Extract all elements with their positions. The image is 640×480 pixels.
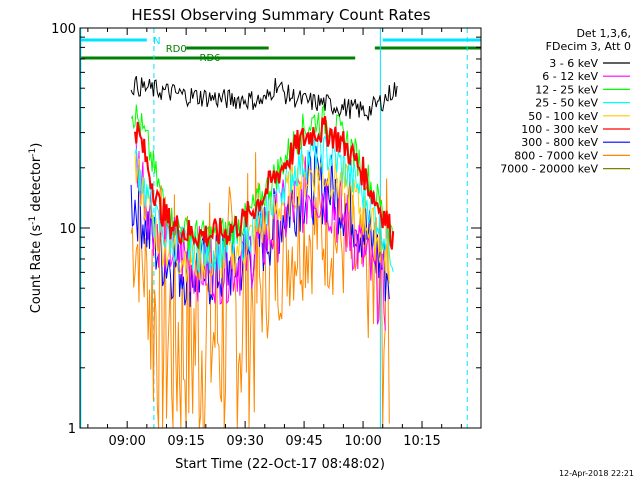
attenuator-bars: N RD0 RD6 — [80, 36, 481, 64]
x-axis-ticks: 09:00 09:15 09:30 09:45 10:00 10:15 — [87, 28, 462, 449]
x-tick-label-4: 10:00 — [344, 434, 381, 449]
x-tick-label-3: 09:45 — [285, 434, 322, 449]
y-axis-label-exp: -1 — [28, 216, 38, 225]
y-axis-label: Count Rate (s-1 detector-1) — [28, 143, 44, 314]
legend-label-7: 800 - 7000 keV — [514, 149, 598, 162]
y-axis-label-exp-2: -1 — [28, 148, 38, 157]
y-axis-ticks: 1 10 100 — [51, 22, 481, 437]
series-line-5 — [134, 116, 395, 250]
state-bar-label-0: N — [153, 36, 160, 47]
x-tick-label-0: 09:00 — [108, 434, 145, 449]
state-bar-label-1: RD0 — [166, 44, 187, 55]
legend-label-3: 25 - 50 keV — [535, 97, 598, 110]
legend-label-0: 3 - 6 keV — [549, 57, 598, 70]
footer-timestamp: 12-Apr-2018 22:21 — [559, 469, 634, 478]
series-line-0 — [130, 75, 398, 121]
y-axis-label-close: ) — [29, 143, 44, 148]
state-bar-label-2: RD6 — [200, 53, 221, 64]
x-tick-label-1: 09:15 — [167, 434, 204, 449]
series-line-4 — [134, 152, 390, 285]
y-tick-label-0: 1 — [68, 422, 76, 437]
y-tick-label-2: 100 — [51, 22, 76, 37]
chart-title: HESSI Observing Summary Count Rates — [131, 6, 430, 24]
x-tick-label-5: 10:15 — [403, 434, 440, 449]
series-group — [130, 75, 398, 429]
y-tick-label-1: 10 — [59, 222, 76, 237]
legend-label-1: 6 - 12 keV — [542, 70, 598, 83]
legend-label-5: 100 - 300 keV — [521, 123, 598, 136]
legend-header-line-2: FDecim 3, Att 0 — [546, 40, 631, 53]
legend-label-2: 12 - 25 keV — [535, 83, 598, 96]
y-axis-label-main: Count Rate (s — [29, 225, 44, 314]
legend-label-4: 50 - 100 keV — [528, 110, 598, 123]
x-axis-label: Start Time (22-Oct-17 08:48:02) — [175, 457, 385, 472]
legend-header-line-1: Det 1,3,6, — [576, 27, 631, 40]
y-axis-label-tail: detector — [29, 156, 44, 216]
x-tick-label-2: 09:30 — [226, 434, 263, 449]
legend-label-8: 7000 - 20000 keV — [500, 163, 598, 176]
legend-label-6: 300 - 800 keV — [521, 136, 598, 149]
